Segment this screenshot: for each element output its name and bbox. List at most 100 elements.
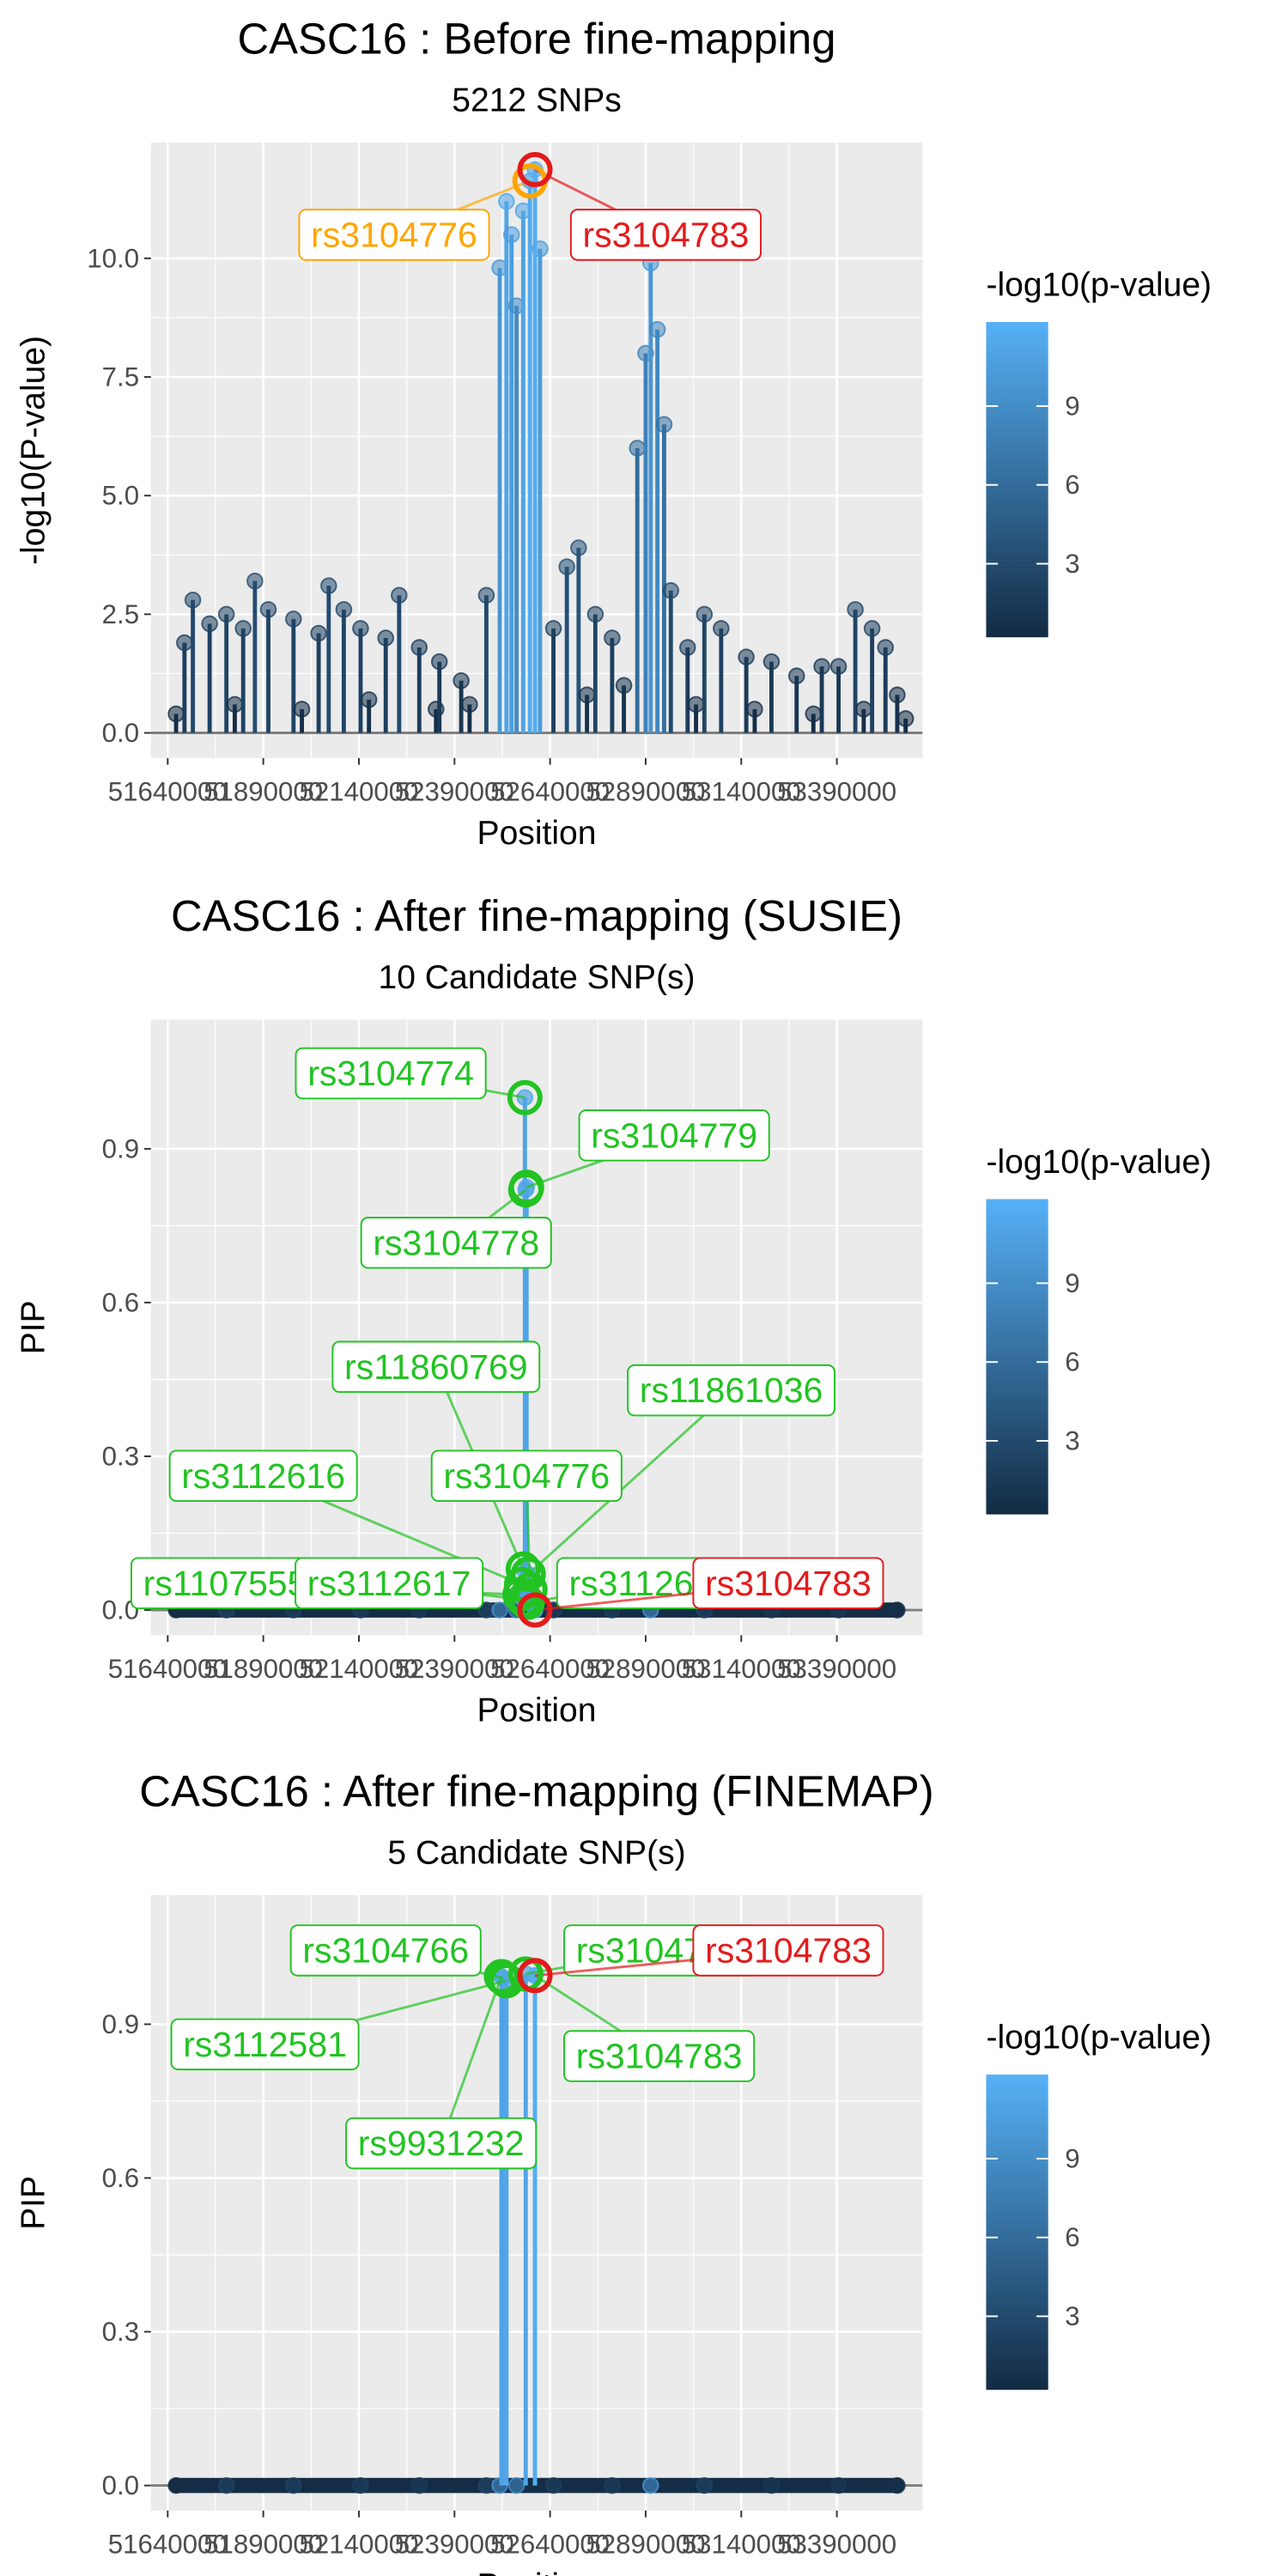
y-tick-label: 2.5: [102, 599, 139, 629]
snp-point: [889, 686, 906, 704]
label-box: [170, 2018, 360, 2071]
snp-label: rs3104776: [443, 1456, 610, 1496]
snp-point: [544, 2476, 562, 2494]
snp-point: [662, 581, 680, 599]
snp-point: [167, 705, 185, 723]
x-tick-label: 52640000: [490, 776, 610, 806]
label-box: [563, 2030, 756, 2082]
snp-point: [889, 1601, 906, 1619]
snp-point: [863, 620, 881, 637]
highlight-ring: [517, 1958, 553, 1994]
snp-point: [410, 639, 428, 656]
snp-point: [226, 696, 244, 714]
y-tick-label: 7.5: [102, 362, 139, 392]
snp-point: [491, 1601, 508, 1619]
snp-point: [570, 539, 587, 556]
x-tick-label: 52390000: [395, 2529, 514, 2559]
label-box: [345, 2117, 538, 2170]
chart-title: CASC16 : Before fine-mapping: [238, 14, 836, 63]
colorbar-tick-label: 9: [1065, 1268, 1079, 1298]
snp-point: [738, 648, 755, 665]
snp-point: [217, 605, 235, 623]
y-tick-label: 0.0: [102, 718, 139, 748]
x-tick-label: 51890000: [204, 2529, 323, 2559]
snp-point: [578, 686, 596, 704]
snp-point: [896, 710, 914, 727]
snp-point: [167, 2476, 185, 2494]
snp-label: rs11860769: [344, 1347, 528, 1387]
snp-label: rs3104783: [576, 2037, 743, 2076]
snp-point: [829, 2476, 848, 2494]
snp-point: [713, 620, 730, 637]
x-tick-label: 51890000: [204, 776, 323, 806]
y-tick-label: 10.0: [87, 243, 139, 273]
y-axis-title: PIP: [15, 1300, 52, 1354]
snp-point: [184, 592, 202, 609]
x-tick-label: 51890000: [204, 1654, 323, 1684]
label-box: [430, 1449, 623, 1503]
leader-line: [440, 1976, 503, 2144]
snp-point: [787, 667, 805, 684]
snp-label: rs3104778: [373, 1223, 539, 1262]
colorbar: [986, 2075, 1048, 2391]
snp-point: [877, 639, 895, 656]
snp-point: [762, 2476, 781, 2494]
highlight-ring: [517, 1592, 553, 1628]
snp-point: [352, 2476, 369, 2494]
snp-annotation: rs3104776: [430, 1449, 623, 1590]
snp-point: [679, 639, 696, 656]
snp-annotation: rs3104779: [526, 1109, 770, 1189]
x-tick-label: 53390000: [777, 776, 896, 806]
x-tick-label: 53390000: [777, 2529, 896, 2559]
colorbar: [986, 1199, 1048, 1515]
snp-point: [629, 440, 646, 457]
snp-point: [259, 601, 277, 618]
snp-label: rs3104774: [307, 1054, 474, 1093]
colorbar-tick-label: 6: [1065, 2222, 1079, 2252]
snp-annotation: rs3104783: [534, 168, 762, 261]
snp-point: [293, 701, 311, 718]
y-tick-label: 0.9: [102, 2009, 139, 2039]
snp-annotation: rs3104774: [295, 1047, 526, 1100]
snp-annotation: rs3104783: [534, 1557, 884, 1612]
snp-point: [558, 558, 575, 575]
snp-point: [453, 671, 470, 690]
label-box: [692, 1557, 884, 1610]
colorbar-title: -log10(p-value): [986, 267, 1212, 304]
x-tick-label: 52890000: [586, 1654, 705, 1684]
colorbar-tick-label: 6: [1065, 470, 1079, 500]
colorbar-title: -log10(p-value): [986, 1144, 1212, 1181]
snp-point: [855, 701, 872, 718]
chart-subtitle: 5 Candidate SNP(s): [387, 1835, 685, 1872]
snp-label: rs3112581: [183, 2025, 347, 2064]
x-tick-label: 51640000: [108, 776, 228, 806]
label-box: [360, 1216, 552, 1269]
snp-point: [498, 192, 515, 210]
leader-line: [527, 1389, 732, 1576]
snp-point: [696, 2476, 714, 2494]
y-tick-label: 0.9: [102, 1133, 139, 1163]
snp-annotation: rs3112616: [168, 1449, 522, 1586]
chart-subtitle: 5212 SNPs: [452, 82, 622, 119]
snp-point: [360, 691, 378, 708]
snp-label: rs3112616: [181, 1456, 345, 1496]
snp-point: [201, 615, 218, 633]
snp-point: [234, 620, 252, 637]
snp-point: [285, 611, 302, 628]
snp-point: [889, 2476, 906, 2494]
snp-label: rs9931232: [358, 2123, 525, 2163]
chart-title: CASC16 : After fine-mapping (SUSIE): [171, 891, 902, 940]
snp-point: [477, 586, 495, 605]
y-tick-label: 5.0: [102, 481, 139, 511]
x-tick-label: 52890000: [586, 2529, 705, 2559]
y-tick-label: 0.6: [102, 1287, 139, 1317]
y-axis-title: -log10(P-value): [15, 336, 52, 565]
plot-background: [150, 1019, 923, 1636]
snp-point: [335, 601, 353, 618]
label-box: [168, 1449, 358, 1503]
snp-point: [586, 605, 605, 623]
highlight-ring: [509, 1584, 545, 1620]
snp-annotation: rs3112581: [170, 1979, 507, 2071]
highlight-ring: [507, 1172, 544, 1208]
